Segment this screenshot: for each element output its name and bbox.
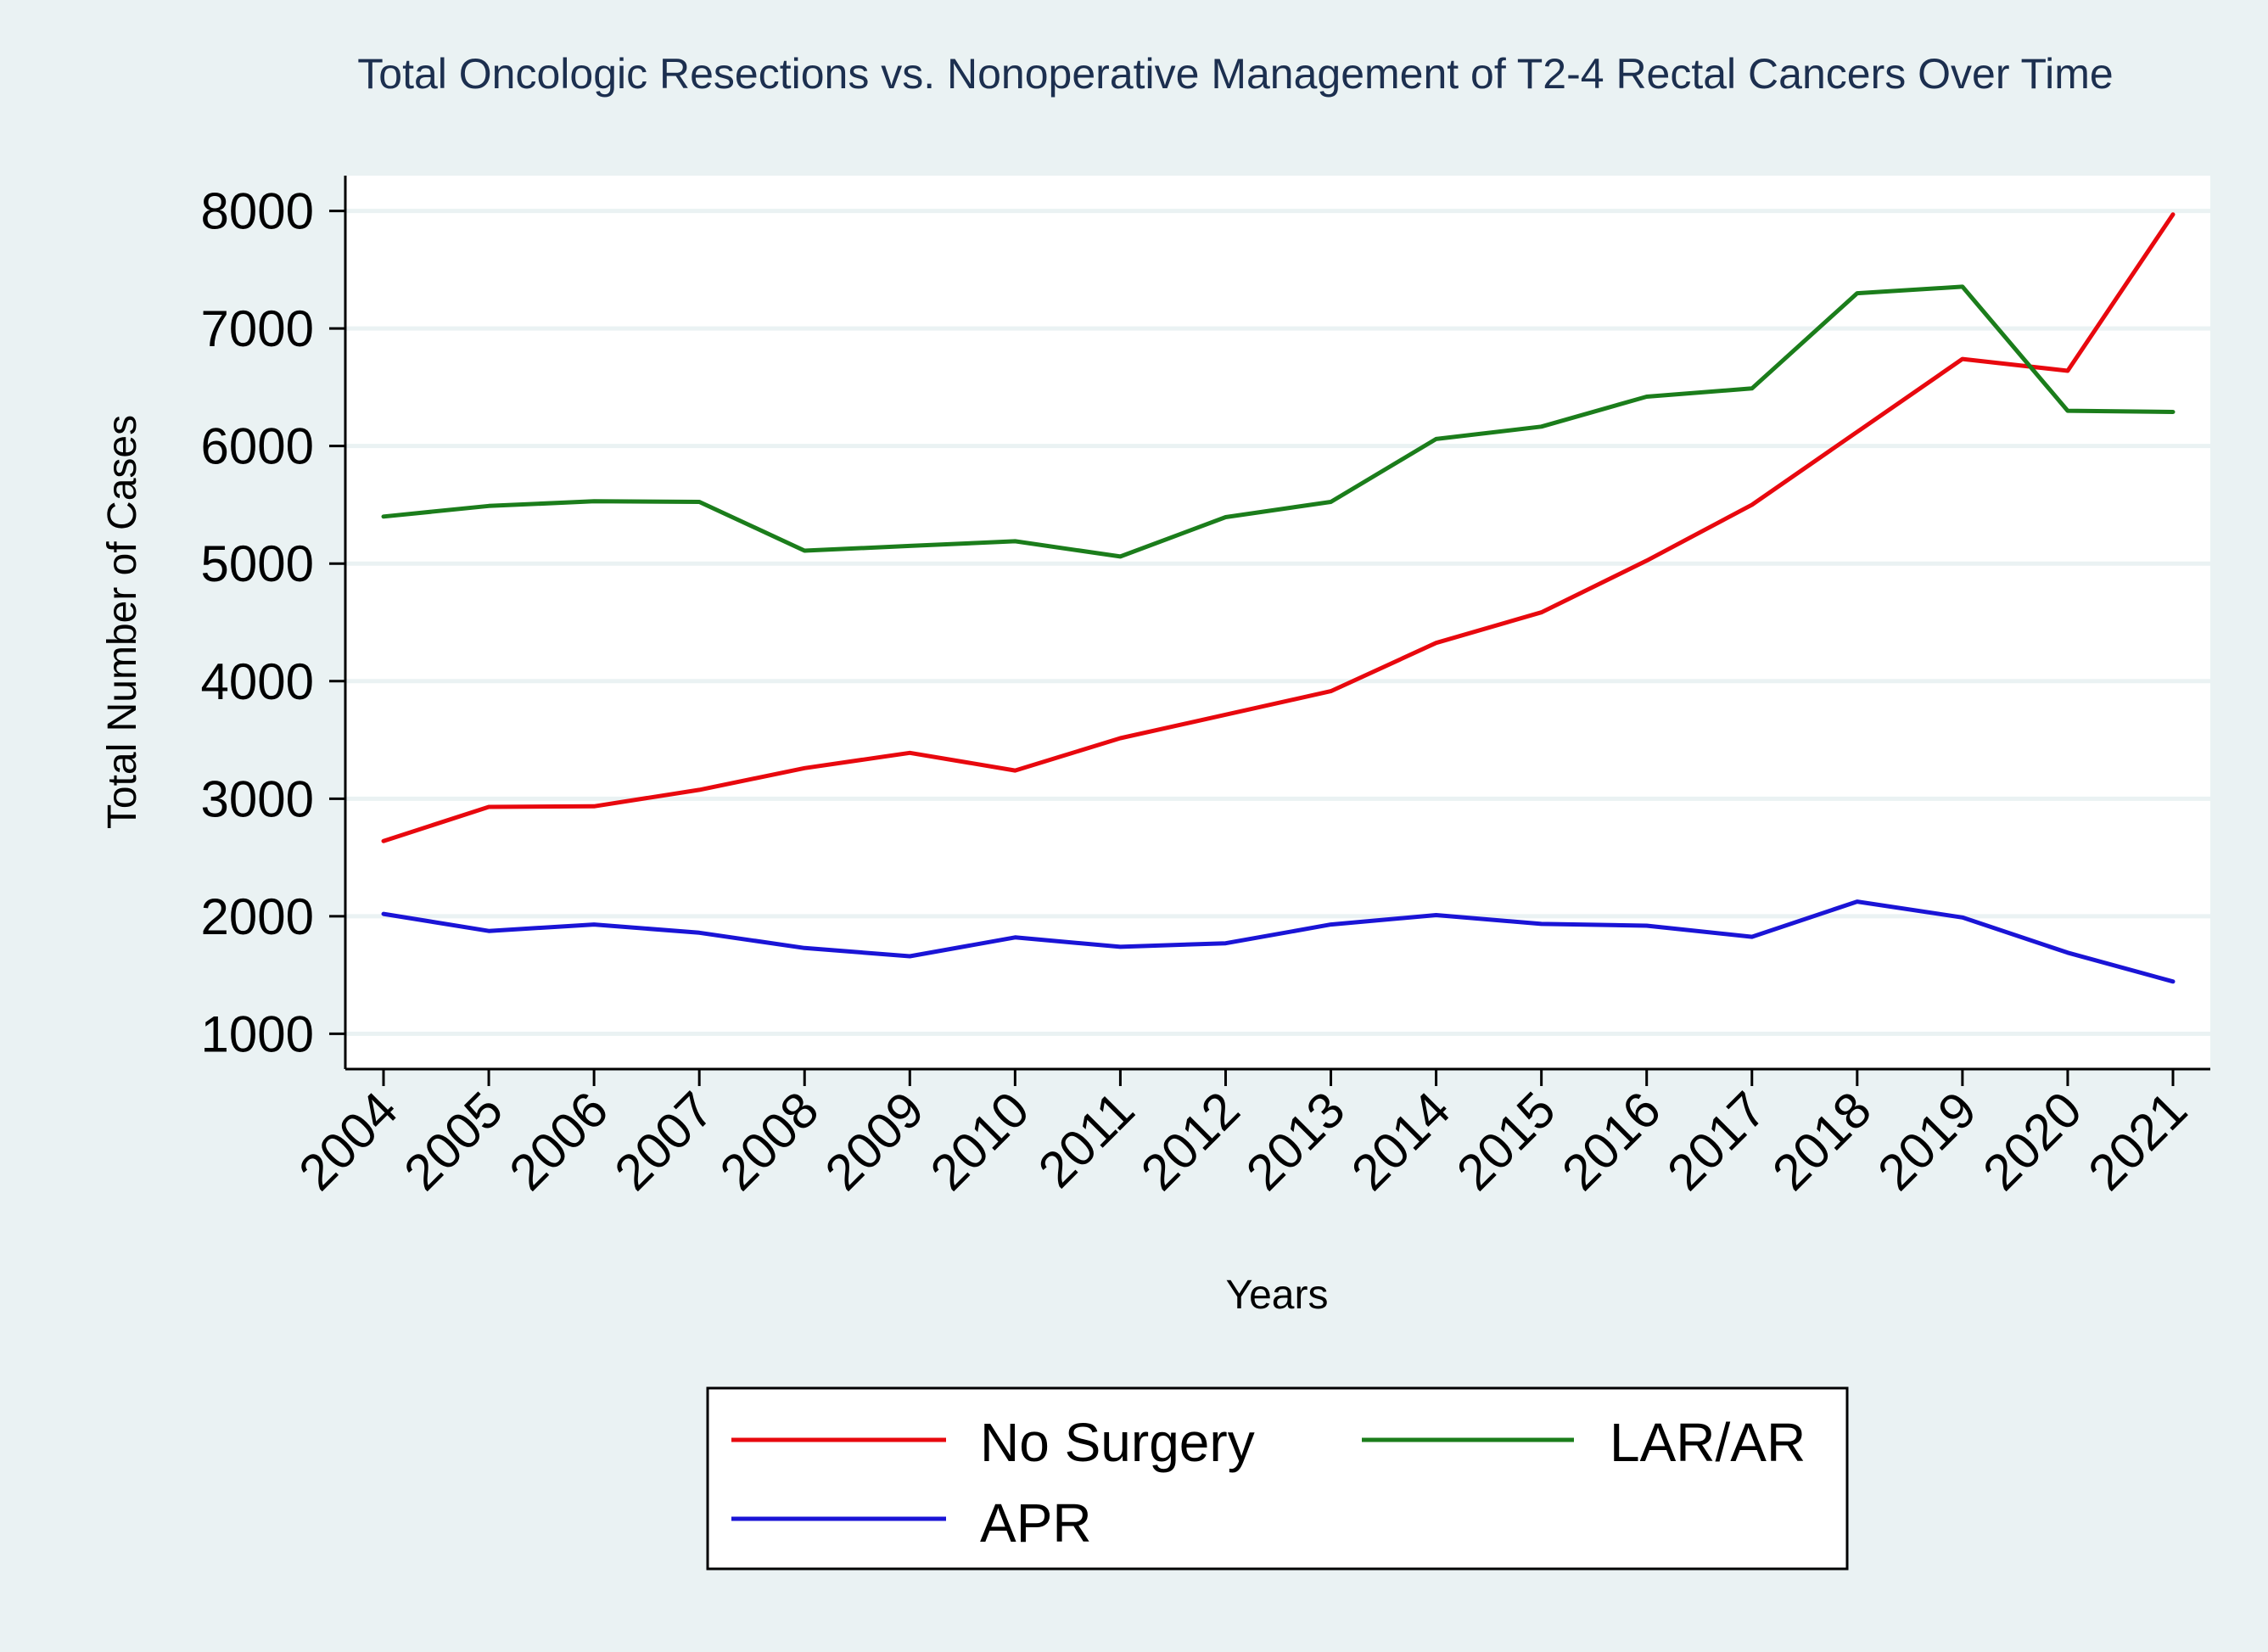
y-tick-label-3000: 3000 <box>201 770 314 827</box>
x-tick-label-2008: 2008 <box>709 1081 830 1201</box>
x-tick-label-2009: 2009 <box>815 1081 935 1201</box>
legend-label-lar-ar: LAR/AR <box>1610 1412 1806 1473</box>
y-tick-label-5000: 5000 <box>201 535 314 592</box>
x-axis-label: Years <box>1226 1273 1329 1318</box>
x-tick-label-2017: 2017 <box>1656 1081 1777 1201</box>
x-tick-label-2015: 2015 <box>1446 1081 1566 1201</box>
y-ticks: 1000 2000 3000 4000 5000 6000 7000 8000 <box>201 183 345 1062</box>
series-line-apr <box>381 899 2176 984</box>
legend: No Surgery LAR/AR APR <box>706 1386 1849 1571</box>
y-tick-label-2000: 2000 <box>201 888 314 945</box>
x-tick-label-2011: 2011 <box>1028 1081 1145 1199</box>
y-tick-label-6000: 6000 <box>201 418 314 475</box>
x-tick-label-2012: 2012 <box>1130 1081 1251 1201</box>
x-tick-label-2007: 2007 <box>604 1081 725 1201</box>
x-tick-label-2020: 2020 <box>1972 1081 2092 1201</box>
x-tick-label-2019: 2019 <box>1867 1081 1987 1201</box>
y-tick-label-8000: 8000 <box>201 183 314 240</box>
legend-box <box>706 1386 1849 1571</box>
y-tick-label-4000: 4000 <box>201 653 314 710</box>
series-layer <box>381 212 2176 984</box>
y-tick-label-1000: 1000 <box>201 1005 314 1062</box>
chart-title: Total Oncologic Resections vs. Nonoperat… <box>357 50 2113 98</box>
x-ticks: 2004200520062007200820092010201120122013… <box>288 1069 2198 1201</box>
x-tick-label-2005: 2005 <box>393 1081 513 1201</box>
series-line-no-surgery <box>381 212 2176 843</box>
x-tick-label-2004: 2004 <box>288 1081 408 1201</box>
plot-area <box>345 176 2210 1069</box>
x-tick-label-2014: 2014 <box>1341 1081 1461 1201</box>
x-tick-label-2013: 2013 <box>1235 1081 1356 1201</box>
x-tick-label-2010: 2010 <box>920 1081 1040 1201</box>
x-tick-label-2006: 2006 <box>499 1081 619 1201</box>
series-line-lar-ar <box>381 284 2176 559</box>
legend-label-apr: APR <box>980 1492 1092 1554</box>
x-tick-label-2018: 2018 <box>1761 1081 1882 1201</box>
x-tick-label-2021: 2021 <box>2077 1081 2198 1201</box>
x-tick-label-2016: 2016 <box>1551 1081 1672 1201</box>
y-tick-label-7000: 7000 <box>201 300 314 357</box>
y-axis-label: Total Number of Cases <box>100 415 145 829</box>
legend-label-no-surgery: No Surgery <box>980 1412 1255 1473</box>
